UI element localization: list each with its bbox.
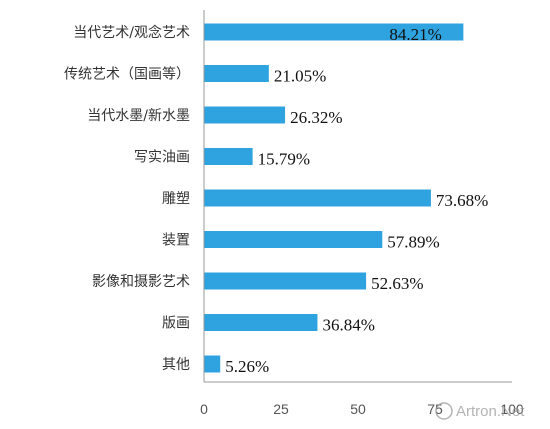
category-label-5: 装置 [162, 233, 190, 249]
category-label-1: 传统艺术（国画等） [64, 66, 190, 83]
bar-5 [204, 231, 383, 248]
value-label-6: 52.63% [371, 274, 423, 293]
x-tick-label-4: 100 [500, 401, 524, 417]
bar-7 [204, 314, 318, 331]
watermark: Artron.Net [435, 402, 525, 420]
watermark-text: Artron.Net [456, 403, 525, 420]
bar-6 [204, 272, 367, 290]
category-label-0: 当代艺术/观念艺术 [73, 24, 190, 41]
bar-1 [204, 65, 269, 82]
category-label-7: 版画 [162, 316, 190, 332]
bar-2 [204, 106, 286, 124]
watermark-logo-icon [435, 402, 453, 420]
category-label-2: 当代水墨/新水墨 [87, 108, 190, 124]
bar-0 [204, 23, 464, 41]
category-label-6: 影像和摄影艺术 [92, 274, 190, 290]
bar-4 [204, 189, 431, 207]
bar-3 [204, 148, 253, 165]
bar-8 [204, 355, 221, 373]
value-label-8: 5.26% [225, 357, 269, 376]
value-label-0: 84.21% [389, 25, 441, 44]
value-label-5: 57.89% [387, 233, 439, 252]
value-labels: 84.21% 21.05% 26.32% 15.79% 73.68% 57.89% 52.6… [225, 25, 488, 376]
x-tick-label-0: 0 [200, 401, 208, 417]
value-label-3: 15.79% [258, 150, 310, 169]
category-label-8: 其他 [162, 357, 190, 373]
category-label-4: 雕塑 [162, 191, 190, 207]
value-label-7: 36.84% [322, 316, 374, 335]
category-label-3: 写实油画 [134, 150, 190, 166]
value-label-2: 26.32% [290, 108, 342, 127]
x-tick-label-2: 50 [350, 401, 366, 417]
bars-group [204, 23, 464, 373]
value-label-4: 73.68% [436, 191, 488, 210]
value-label-1: 21.05% [274, 67, 326, 86]
x-tick-label-1: 25 [273, 401, 289, 417]
